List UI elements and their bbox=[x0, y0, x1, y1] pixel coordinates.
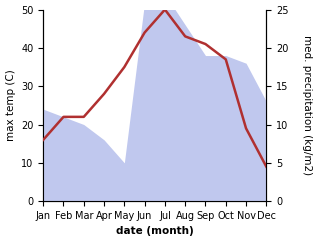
X-axis label: date (month): date (month) bbox=[116, 227, 194, 236]
Y-axis label: med. precipitation (kg/m2): med. precipitation (kg/m2) bbox=[302, 35, 313, 175]
Y-axis label: max temp (C): max temp (C) bbox=[5, 69, 16, 141]
